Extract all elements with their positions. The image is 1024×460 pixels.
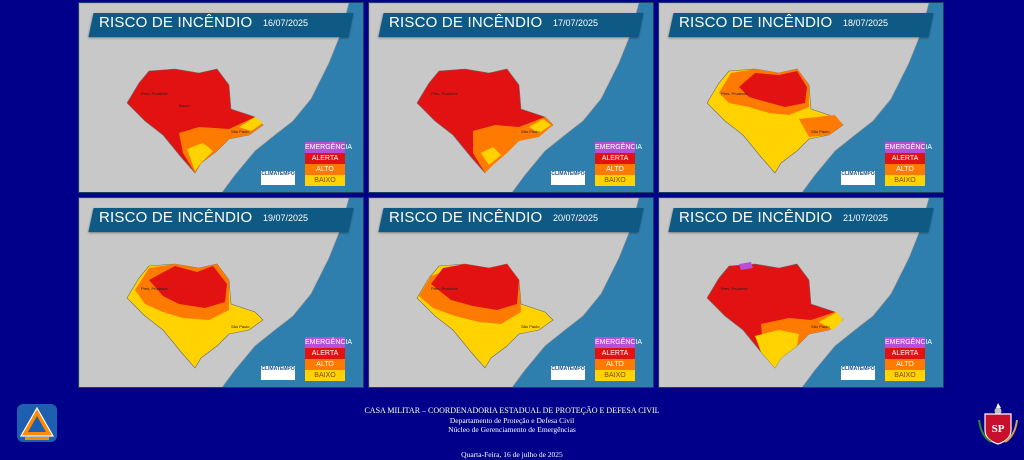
svg-text:Pres. Prudente: Pres. Prudente — [141, 286, 168, 291]
footer-department: Departamento de Proteção e Defesa Civil — [449, 416, 575, 425]
legend-baixo: BAIXO — [305, 370, 345, 381]
climatempo-logo: CLIMATEMPO — [841, 171, 875, 185]
legend-baixo: BAIXO — [595, 175, 635, 186]
map-date: 20/07/2025 — [553, 213, 599, 223]
svg-text:Pres. Prudente: Pres. Prudente — [431, 91, 458, 96]
legend-emergencia: EMERGÊNCIA — [595, 337, 643, 348]
climatempo-logo: CLIMATEMPO — [261, 366, 295, 380]
fire-risk-map-panel: Pres. Prudente São Paulo RISCO DE INCÊND… — [78, 197, 364, 388]
climatempo-logo: CLIMATEMPO — [551, 171, 585, 185]
legend-alerta: ALERTA — [305, 153, 345, 164]
legend-alerta: ALERTA — [885, 348, 925, 359]
legend-emergencia: EMERGÊNCIA — [305, 337, 353, 348]
legend-alerta: ALERTA — [595, 348, 635, 359]
fire-risk-map-panel: Pres. Prudente Bauru São Paulo RISCO DE … — [78, 2, 364, 193]
svg-text:São Paulo: São Paulo — [521, 129, 540, 134]
fire-risk-maps-grid: Pres. Prudente Bauru São Paulo RISCO DE … — [78, 2, 946, 390]
svg-text:Pres. Prudente: Pres. Prudente — [141, 91, 168, 96]
climatempo-logo: CLIMATEMPO — [261, 171, 295, 185]
legend-alto: ALTO — [305, 164, 345, 175]
svg-text:Bauru: Bauru — [179, 103, 190, 108]
map-title: RISCO DE INCÊNDIO — [389, 14, 543, 31]
map-date: 17/07/2025 — [553, 18, 599, 28]
climatempo-logo: CLIMATEMPO — [551, 366, 585, 380]
svg-text:São Paulo: São Paulo — [231, 324, 250, 329]
fire-risk-map-panel: Pres. Prudente São Paulo RISCO DE INCÊND… — [368, 2, 654, 193]
legend-alto: ALTO — [595, 359, 635, 370]
map-title: RISCO DE INCÊNDIO — [679, 14, 833, 31]
map-date: 21/07/2025 — [843, 213, 889, 223]
legend-emergencia: EMERGÊNCIA — [305, 142, 353, 153]
legend-alto: ALTO — [595, 164, 635, 175]
legend-baixo: BAIXO — [305, 175, 345, 186]
risk-legend: EMERGÊNCIA ALERTA ALTO BAIXO — [595, 142, 643, 186]
map-date: 18/07/2025 — [843, 18, 889, 28]
legend-alto: ALTO — [305, 359, 345, 370]
map-date: 19/07/2025 — [263, 213, 309, 223]
risk-legend: EMERGÊNCIA ALERTA ALTO BAIXO — [305, 337, 353, 381]
climatempo-logo: CLIMATEMPO — [841, 366, 875, 380]
legend-baixo: BAIXO — [595, 370, 635, 381]
risk-legend: EMERGÊNCIA ALERTA ALTO BAIXO — [885, 337, 933, 381]
map-title: RISCO DE INCÊNDIO — [99, 14, 253, 31]
risk-legend: EMERGÊNCIA ALERTA ALTO BAIXO — [595, 337, 643, 381]
svg-text:São Paulo: São Paulo — [521, 324, 540, 329]
legend-emergencia: EMERGÊNCIA — [595, 142, 643, 153]
legend-alto: ALTO — [885, 359, 925, 370]
legend-alerta: ALERTA — [885, 153, 925, 164]
legend-emergencia: EMERGÊNCIA — [885, 337, 933, 348]
legend-baixo: BAIXO — [885, 370, 925, 381]
footer-nucleus: Núcleo de Gerenciamento de Emergências — [448, 425, 576, 434]
footer-date: Quarta-Feira, 16 de julho de 2025 — [461, 450, 563, 459]
svg-text:São Paulo: São Paulo — [811, 324, 830, 329]
footer: CASA MILITAR – COORDENADORIA ESTADUAL DE… — [0, 406, 1024, 460]
footer-organization: CASA MILITAR – COORDENADORIA ESTADUAL DE… — [364, 406, 660, 415]
svg-text:Pres. Prudente: Pres. Prudente — [721, 91, 748, 96]
svg-text:São Paulo: São Paulo — [811, 129, 830, 134]
risk-legend: EMERGÊNCIA ALERTA ALTO BAIXO — [885, 142, 933, 186]
map-title: RISCO DE INCÊNDIO — [99, 209, 253, 226]
risk-legend: EMERGÊNCIA ALERTA ALTO BAIXO — [305, 142, 353, 186]
legend-emergencia: EMERGÊNCIA — [885, 142, 933, 153]
svg-text:Pres. Prudente: Pres. Prudente — [431, 286, 458, 291]
map-date: 16/07/2025 — [263, 18, 309, 28]
sp-coat-of-arms: SP — [978, 403, 1018, 445]
fire-risk-map-panel: Pres. Prudente São Paulo RISCO DE INCÊND… — [658, 2, 944, 193]
svg-text:Pres. Prudente: Pres. Prudente — [721, 286, 748, 291]
legend-alerta: ALERTA — [595, 153, 635, 164]
legend-alto: ALTO — [885, 164, 925, 175]
legend-baixo: BAIXO — [885, 175, 925, 186]
defesa-civil-logo — [17, 404, 57, 442]
legend-alerta: ALERTA — [305, 348, 345, 359]
map-title: RISCO DE INCÊNDIO — [389, 209, 543, 226]
svg-text:São Paulo: São Paulo — [231, 129, 250, 134]
map-title: RISCO DE INCÊNDIO — [679, 209, 833, 226]
fire-risk-map-panel: Pres. Prudente São Paulo RISCO DE INCÊND… — [368, 197, 654, 388]
fire-risk-map-panel: Pres. Prudente São Paulo RISCO DE INCÊND… — [658, 197, 944, 388]
svg-text:SP: SP — [992, 423, 1005, 435]
